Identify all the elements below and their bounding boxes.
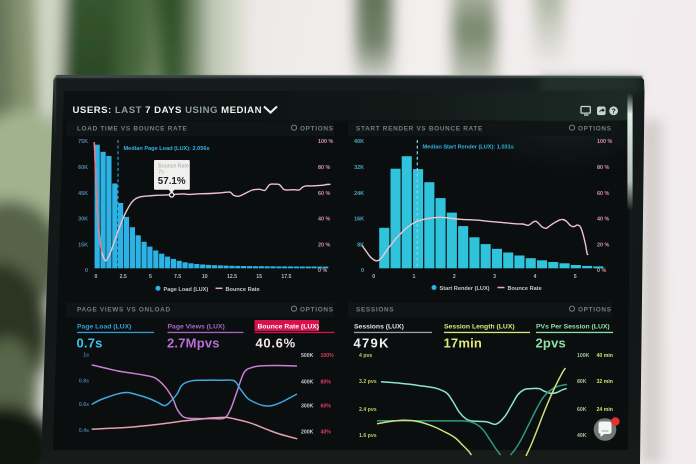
svg-text:OPTIONS: OPTIONS	[578, 126, 612, 133]
svg-text:8K: 8K	[357, 242, 364, 248]
svg-text:0.4s: 0.4s	[79, 428, 89, 434]
svg-text:479K: 479K	[354, 336, 390, 351]
svg-text:2.4 pvs: 2.4 pvs	[359, 407, 377, 413]
svg-text:17min: 17min	[444, 336, 483, 351]
svg-text:60 %: 60 %	[597, 191, 609, 197]
svg-text:500K: 500K	[301, 353, 314, 359]
svg-text:?: ?	[611, 109, 615, 116]
svg-text:300K: 300K	[301, 404, 314, 410]
svg-text:80K: 80K	[577, 379, 587, 385]
svg-text:4 pvs: 4 pvs	[359, 353, 372, 359]
svg-text:80%: 80%	[321, 380, 332, 386]
svg-text:Page Load (LUX): Page Load (LUX)	[164, 287, 209, 293]
svg-text:0: 0	[95, 274, 98, 280]
svg-text:80 %: 80 %	[318, 165, 330, 171]
svg-text:57.1%: 57.1%	[158, 176, 186, 187]
svg-text:100 %: 100 %	[597, 139, 612, 145]
svg-text:100K: 100K	[577, 353, 590, 359]
svg-text:40 %: 40 %	[318, 217, 330, 223]
svg-text:Start Render (LUX): Start Render (LUX)	[440, 286, 490, 292]
svg-text:200K: 200K	[301, 429, 314, 435]
svg-text:40.6%: 40.6%	[256, 336, 296, 351]
svg-text:Page Load (LUX): Page Load (LUX)	[77, 324, 131, 331]
svg-text:3.2 pvs: 3.2 pvs	[359, 379, 377, 385]
svg-text:1: 1	[413, 274, 416, 280]
svg-text:100%: 100%	[321, 353, 335, 359]
svg-text:4: 4	[533, 274, 536, 280]
svg-text:2.5: 2.5	[120, 274, 127, 280]
svg-text:30K: 30K	[78, 217, 88, 223]
svg-text:PVs Per Session (LUX): PVs Per Session (LUX)	[536, 324, 610, 331]
svg-text:60 %: 60 %	[318, 191, 330, 197]
svg-text:0: 0	[372, 274, 375, 280]
svg-text:OPTIONS: OPTIONS	[300, 126, 334, 133]
svg-text:45K: 45K	[78, 191, 88, 197]
svg-text:5: 5	[574, 274, 577, 280]
svg-text:40 min: 40 min	[597, 353, 613, 359]
svg-text:60K: 60K	[577, 407, 587, 413]
svg-text:15: 15	[256, 274, 262, 280]
svg-text:17.5: 17.5	[281, 274, 291, 280]
svg-text:0.7s: 0.7s	[77, 336, 103, 351]
svg-text:40%: 40%	[321, 429, 332, 435]
svg-text:75K: 75K	[78, 139, 88, 145]
svg-text:Page Views (LUX): Page Views (LUX)	[168, 324, 225, 331]
svg-text:7s: 7s	[158, 169, 164, 175]
svg-text:OPTIONS: OPTIONS	[300, 307, 334, 314]
svg-text:40K: 40K	[354, 139, 364, 145]
svg-text:24K: 24K	[354, 191, 364, 197]
svg-text:LOAD TIME VS BOUNCE RATE: LOAD TIME VS BOUNCE RATE	[77, 126, 187, 133]
svg-text:Sessions (LUX): Sessions (LUX)	[354, 324, 404, 331]
svg-text:SESSIONS: SESSIONS	[356, 307, 394, 314]
svg-text:12.5: 12.5	[227, 274, 237, 280]
svg-text:80 %: 80 %	[597, 165, 609, 171]
svg-text:2: 2	[453, 274, 456, 280]
svg-text:0 %: 0 %	[318, 268, 327, 274]
svg-text:PAGE VIEWS VS ONLOAD: PAGE VIEWS VS ONLOAD	[77, 307, 171, 314]
svg-text:20 %: 20 %	[318, 242, 330, 248]
svg-text:2pvs: 2pvs	[536, 336, 566, 351]
svg-text:0.6s: 0.6s	[79, 402, 89, 408]
svg-text:1s: 1s	[83, 353, 89, 359]
svg-text:Bounce Rate: Bounce Rate	[226, 287, 260, 293]
svg-text:1.6 pvs: 1.6 pvs	[359, 433, 377, 439]
svg-text:0 %: 0 %	[597, 268, 606, 274]
svg-text:16K: 16K	[354, 217, 364, 223]
svg-text:5: 5	[149, 274, 152, 280]
svg-text:OPTIONS: OPTIONS	[578, 307, 612, 314]
svg-text:2.7Mpvs: 2.7Mpvs	[167, 336, 220, 351]
svg-text:USERS: LAST 7 DAYS USING MEDIA: USERS: LAST 7 DAYS USING MEDIAN	[73, 105, 263, 116]
svg-text:32K: 32K	[354, 165, 364, 171]
svg-text:10: 10	[202, 274, 208, 280]
svg-text:60%: 60%	[321, 404, 332, 410]
svg-text:60K: 60K	[78, 165, 88, 171]
svg-text:3: 3	[493, 274, 496, 280]
svg-text:Bounce Rate: Bounce Rate	[158, 163, 189, 169]
svg-text:Bounce Rate: Bounce Rate	[508, 286, 542, 292]
svg-text:Median Start Render (LUX): 1.0: Median Start Render (LUX): 1.031s	[423, 145, 514, 151]
svg-text:15K: 15K	[78, 242, 88, 248]
svg-text:0: 0	[361, 268, 364, 274]
svg-text:Bounce Rate (LUX): Bounce Rate (LUX)	[258, 324, 320, 331]
svg-text:24 min: 24 min	[597, 407, 613, 413]
svg-text:20 %: 20 %	[597, 242, 609, 248]
svg-text:0: 0	[85, 268, 88, 274]
svg-text:400K: 400K	[301, 380, 314, 386]
svg-text:32 min: 32 min	[597, 379, 613, 385]
svg-text:7.5: 7.5	[174, 274, 181, 280]
svg-text:100 %: 100 %	[318, 139, 333, 145]
svg-text:START RENDER VS BOUNCE RATE: START RENDER VS BOUNCE RATE	[356, 126, 483, 133]
svg-text:Session Length (LUX): Session Length (LUX)	[444, 324, 515, 331]
svg-text:40 %: 40 %	[597, 217, 609, 223]
svg-text:Median Page Load (LUX): 2.056s: Median Page Load (LUX): 2.056s	[124, 146, 210, 152]
svg-text:0.8s: 0.8s	[79, 379, 89, 385]
svg-text:40K: 40K	[577, 433, 587, 439]
